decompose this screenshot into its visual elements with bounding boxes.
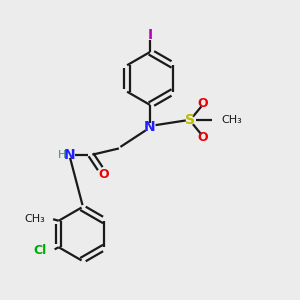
- Text: S: S: [185, 113, 195, 128]
- Text: N: N: [63, 148, 75, 162]
- Text: N: N: [144, 120, 156, 134]
- Text: H: H: [58, 150, 66, 160]
- Text: O: O: [98, 168, 109, 182]
- Text: I: I: [147, 28, 153, 42]
- Text: Cl: Cl: [33, 244, 46, 257]
- Text: CH₃: CH₃: [24, 214, 45, 224]
- Text: O: O: [198, 131, 208, 144]
- Text: CH₃: CH₃: [221, 116, 242, 125]
- Text: O: O: [198, 97, 208, 110]
